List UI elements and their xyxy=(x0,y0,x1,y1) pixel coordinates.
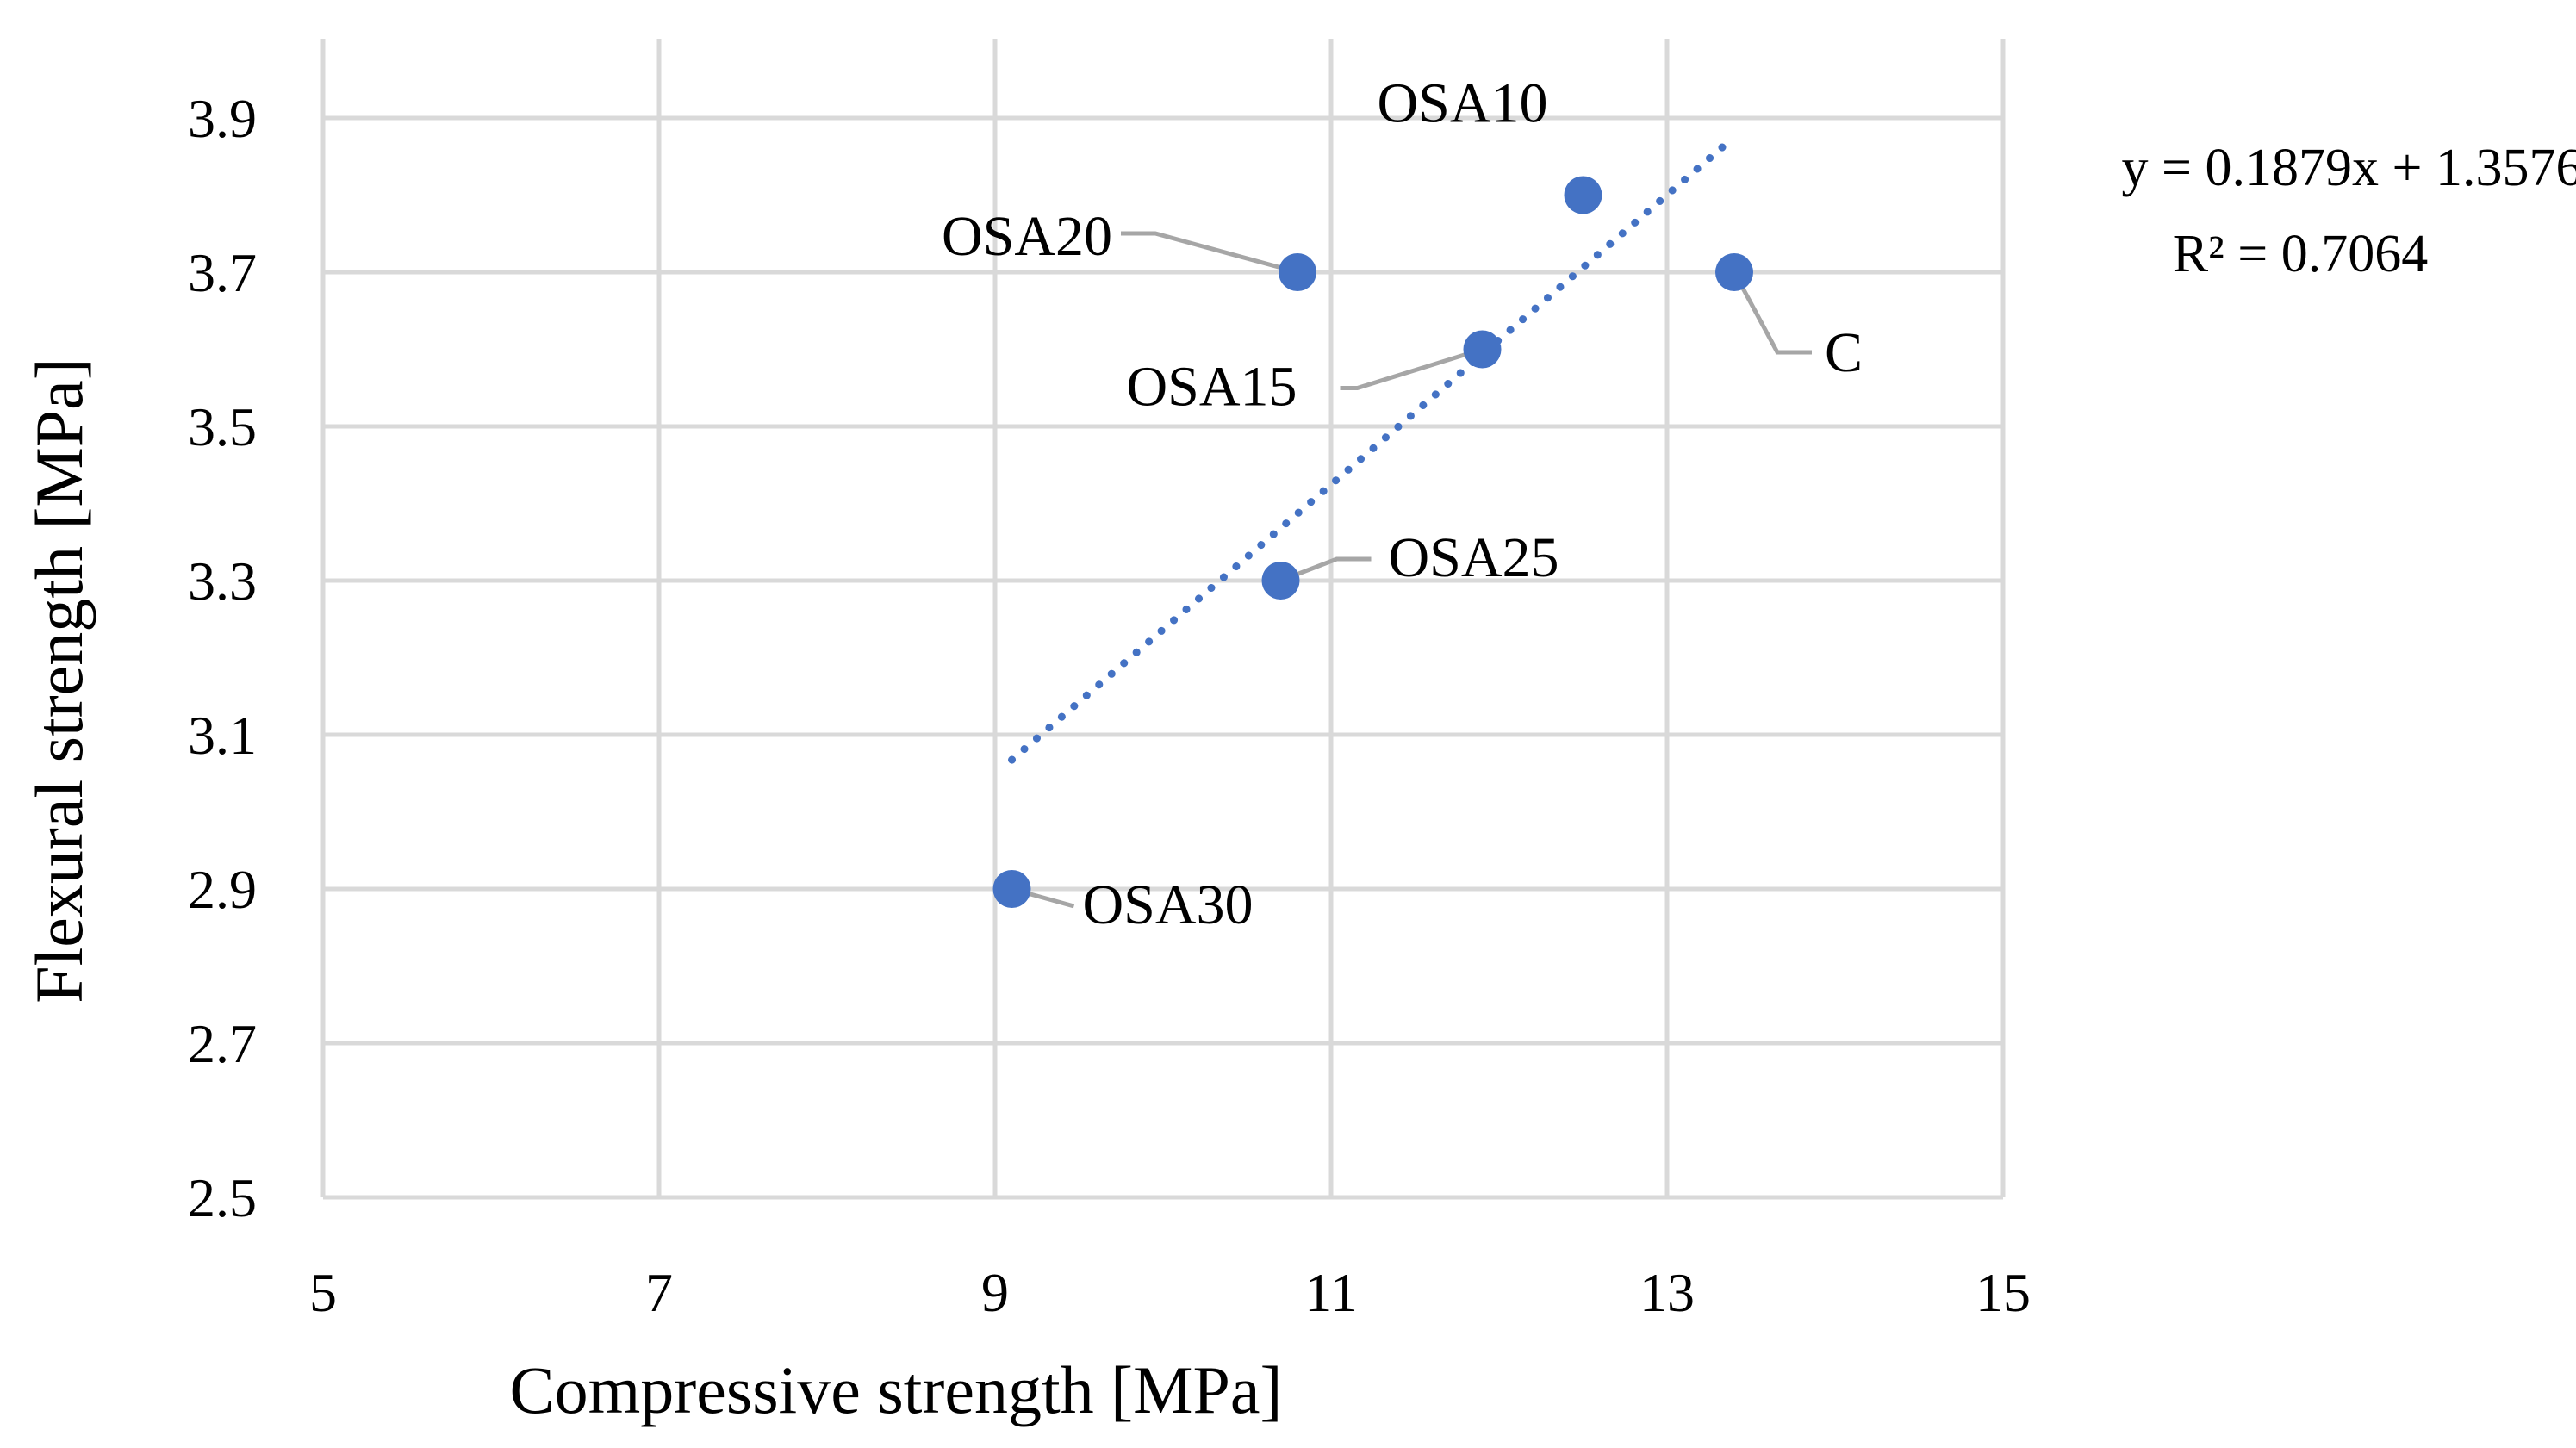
x-tick-label: 13 xyxy=(1640,1262,1695,1323)
x-tick-label: 15 xyxy=(1976,1262,2031,1323)
x-tick-label: 7 xyxy=(645,1262,673,1323)
y-tick-label: 3.1 xyxy=(188,705,257,766)
data-point-osa20 xyxy=(1279,253,1316,291)
leader-line-c xyxy=(1732,270,1812,355)
point-label-osa30: OSA30 xyxy=(1083,873,1254,936)
point-label-osa10: OSA10 xyxy=(1377,72,1547,135)
tick-labels: 5 7 9 11 13 15 2.5 2.7 2.9 3.1 3.3 3.5 3.7 3.9 xyxy=(188,88,2031,1323)
point-label-c: C xyxy=(1825,321,1863,384)
y-tick-label: 2.5 xyxy=(188,1167,257,1228)
x-axis-title: Compressive strength [MPa] xyxy=(510,1352,1283,1427)
y-tick-label: 3.7 xyxy=(188,242,257,303)
trendline-r-squared: R² = 0.7064 xyxy=(2173,225,2428,283)
y-tick-label: 3.3 xyxy=(188,550,257,612)
axes xyxy=(320,39,2003,1200)
leader-line-osa25 xyxy=(1279,556,1372,583)
point-label-osa15: OSA15 xyxy=(1126,356,1297,419)
data-point-osa15 xyxy=(1463,330,1502,369)
leader-line-osa15 xyxy=(1340,347,1484,390)
trendline xyxy=(1008,133,1739,764)
y-tick-label: 3.5 xyxy=(188,396,257,457)
gridlines xyxy=(323,39,2006,1197)
leader-line-osa20 xyxy=(1121,231,1298,275)
data-points xyxy=(992,176,1753,908)
trendline-group xyxy=(1008,133,1739,764)
y-tick-label: 2.9 xyxy=(188,859,257,920)
leader-lines xyxy=(1011,231,1812,909)
data-point-c xyxy=(1715,253,1753,291)
x-tick-label: 11 xyxy=(1304,1262,1358,1323)
trendline-equation: y = 0.1879x + 1.3576 xyxy=(2122,139,2576,197)
data-point-osa10 xyxy=(1564,176,1602,214)
y-axis-title: Flexural strength [MPa] xyxy=(22,357,96,1004)
y-tick-label: 2.7 xyxy=(188,1013,257,1074)
x-tick-label: 9 xyxy=(981,1262,1009,1323)
y-tick-label: 3.9 xyxy=(188,88,257,149)
point-label-osa20: OSA20 xyxy=(942,205,1112,268)
point-label-osa25: OSA25 xyxy=(1389,526,1559,589)
data-point-osa25 xyxy=(1261,562,1300,600)
data-point-osa30 xyxy=(992,870,1031,908)
x-tick-label: 5 xyxy=(309,1262,337,1323)
point-labels: OSA10 OSA20 C OSA15 OSA25 OSA30 xyxy=(942,72,1863,937)
